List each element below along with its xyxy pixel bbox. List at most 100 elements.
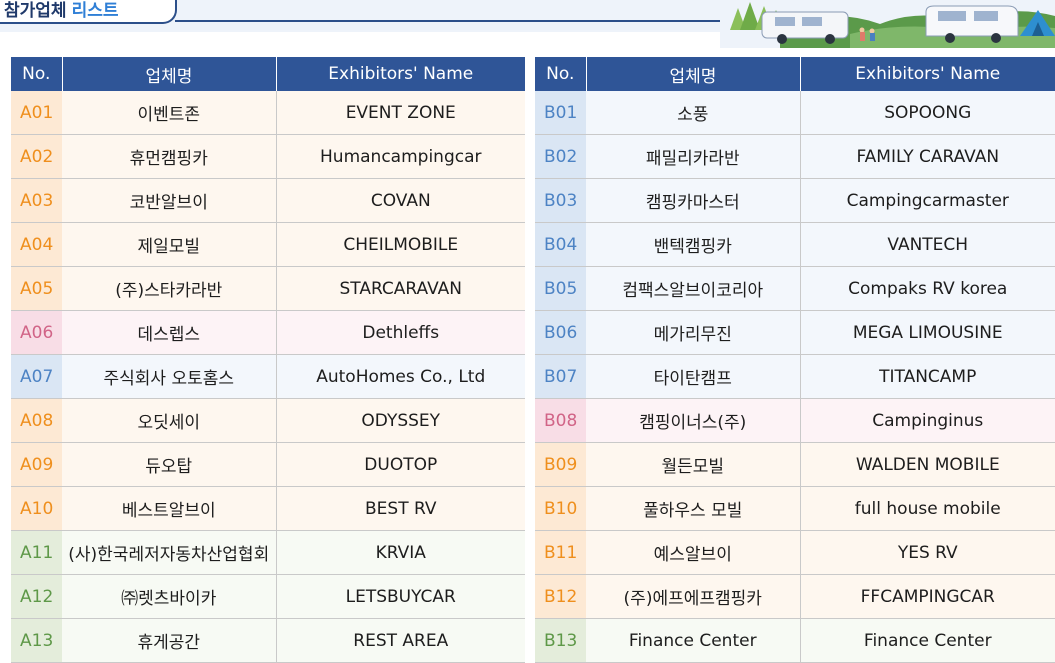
- exhibitor-table-a-body: A01 이벤트존 EVENT ZONE A02 휴먼캠핑카 Humancampingcar…: [11, 91, 525, 663]
- camping-illustration: [720, 0, 1055, 48]
- booth-number: B08: [535, 398, 586, 443]
- table-row: B07 타이탄캠프 TITANCAMP: [535, 354, 1055, 399]
- company-name-kr: 밴텍캠핑카: [586, 222, 801, 267]
- company-name-kr: 예스알브이: [586, 530, 801, 575]
- company-name-kr: 캠핑이너스(주): [586, 398, 801, 443]
- header-kr-name: 업체명: [62, 57, 277, 91]
- booth-number: B07: [535, 354, 586, 399]
- exhibitor-name-en: AutoHomes Co., Ltd: [276, 354, 525, 399]
- booth-number: A09: [11, 442, 62, 487]
- company-name-kr: 풀하우스 모빌: [586, 486, 801, 531]
- booth-number: B01: [535, 91, 586, 135]
- exhibitor-table-b: No. 업체명 Exhibitors' Name B01 소풍 SOPOONG B02…: [535, 57, 1055, 663]
- company-name-kr: 소풍: [586, 91, 801, 135]
- table-header-row: No. 업체명 Exhibitors' Name: [535, 57, 1055, 91]
- booth-number: B13: [535, 618, 586, 663]
- exhibitor-name-en: BEST RV: [276, 486, 525, 531]
- booth-number: A04: [11, 222, 62, 267]
- booth-number: A07: [11, 354, 62, 399]
- exhibitor-name-en: Dethleffs: [276, 310, 525, 355]
- company-name-kr: 데스렙스: [62, 310, 277, 355]
- title-tab: 참가업체 리스트: [0, 0, 177, 24]
- table-row: A05 (주)스타카라반 STARCARAVAN: [11, 266, 525, 311]
- exhibitor-name-en: Compaks RV korea: [800, 266, 1055, 311]
- booth-number: B02: [535, 134, 586, 179]
- company-name-kr: 패밀리카라반: [586, 134, 801, 179]
- booth-number: A11: [11, 530, 62, 575]
- exhibitor-name-en: STARCARAVAN: [276, 266, 525, 311]
- booth-number: A03: [11, 178, 62, 223]
- exhibitor-name-en: FAMILY CARAVAN: [800, 134, 1055, 179]
- exhibitor-name-en: TITANCAMP: [800, 354, 1055, 399]
- page-title: 참가업체 리스트: [4, 0, 118, 22]
- exhibitor-table-a: No. 업체명 Exhibitors' Name A01 이벤트존 EVENT ZO…: [11, 57, 525, 663]
- exhibitor-name-en: LETSBUYCAR: [276, 574, 525, 619]
- exhibitor-name-en: Campinginus: [800, 398, 1055, 443]
- illustration-people: [859, 27, 875, 41]
- company-name-kr: 듀오탑: [62, 442, 277, 487]
- company-name-kr: 타이탄캠프: [586, 354, 801, 399]
- table-row: A02 휴먼캠핑카 Humancampingcar: [11, 134, 525, 179]
- exhibitor-name-en: KRVIA: [276, 530, 525, 575]
- illustration-tent: [1020, 10, 1055, 36]
- table-row: A11 (사)한국레저자동차산업협회 KRVIA: [11, 530, 525, 575]
- company-name-kr: 베스트알브이: [62, 486, 277, 531]
- company-name-kr: (사)한국레저자동차산업협회: [62, 530, 277, 575]
- company-name-kr: (주)에프에프캠핑카: [586, 574, 801, 619]
- exhibitor-name-en: DUOTOP: [276, 442, 525, 487]
- exhibitor-name-en: WALDEN MOBILE: [800, 442, 1055, 487]
- header-kr-name: 업체명: [586, 57, 801, 91]
- booth-number: B05: [535, 266, 586, 311]
- illustration-campervan-left: [761, 11, 849, 44]
- exhibitor-name-en: CHEILMOBILE: [276, 222, 525, 267]
- exhibitor-name-en: EVENT ZONE: [276, 91, 525, 135]
- table-row: B01 소풍 SOPOONG: [535, 91, 1055, 135]
- company-name-kr: 주식회사 오토홈스: [62, 354, 277, 399]
- booth-number: A06: [11, 310, 62, 355]
- table-row: A10 베스트알브이 BEST RV: [11, 486, 525, 531]
- header-en-name: Exhibitors' Name: [800, 57, 1055, 91]
- company-name-kr: 제일모빌: [62, 222, 277, 267]
- exhibitor-name-en: SOPOONG: [800, 91, 1055, 135]
- booth-number: B11: [535, 530, 586, 575]
- table-row: B05 컴팩스알브이코리아 Compaks RV korea: [535, 266, 1055, 311]
- table-row: B03 캠핑카마스터 Campingcarmaster: [535, 178, 1055, 223]
- booth-number: B04: [535, 222, 586, 267]
- page-title-part2: 리스트: [71, 1, 119, 21]
- company-name-kr: 코반알브이: [62, 178, 277, 223]
- company-name-kr: 휴먼캠핑카: [62, 134, 277, 179]
- booth-number: B12: [535, 574, 586, 619]
- booth-number: A10: [11, 486, 62, 531]
- header-no: No.: [535, 57, 587, 91]
- exhibitor-name-en: full house mobile: [800, 486, 1055, 531]
- table-row: A01 이벤트존 EVENT ZONE: [11, 91, 525, 135]
- booth-number: B10: [535, 486, 586, 531]
- exhibitor-name-en: ODYSSEY: [276, 398, 525, 443]
- table-row: B12 (주)에프에프캠핑카 FFCAMPINGCAR: [535, 574, 1055, 619]
- company-name-kr: (주)스타카라반: [62, 266, 277, 311]
- exhibitor-name-en: COVAN: [276, 178, 525, 223]
- company-name-kr: 이벤트존: [62, 91, 277, 135]
- company-name-kr: 월든모빌: [586, 442, 801, 487]
- exhibitor-name-en: FFCAMPINGCAR: [800, 574, 1055, 619]
- table-row: B04 밴텍캠핑카 VANTECH: [535, 222, 1055, 267]
- exhibitor-name-en: MEGA LIMOUSINE: [800, 310, 1055, 355]
- exhibitor-name-en: Humancampingcar: [276, 134, 525, 179]
- booth-number: B09: [535, 442, 586, 487]
- header-divider: [175, 20, 770, 22]
- table-row: B10 풀하우스 모빌 full house mobile: [535, 486, 1055, 531]
- table-header-row: No. 업체명 Exhibitors' Name: [11, 57, 525, 91]
- table-row: A08 오딧세이 ODYSSEY: [11, 398, 525, 443]
- page-title-part1: 참가업체: [4, 1, 67, 21]
- table-row: B08 캠핑이너스(주) Campinginus: [535, 398, 1055, 443]
- company-name-kr: 오딧세이: [62, 398, 277, 443]
- booth-number: B06: [535, 310, 586, 355]
- table-row: B06 메가리무진 MEGA LIMOUSINE: [535, 310, 1055, 355]
- illustration-caravan-right: [925, 5, 1019, 43]
- header-en-name: Exhibitors' Name: [276, 57, 525, 91]
- table-row: B11 예스알브이 YES RV: [535, 530, 1055, 575]
- table-row: A04 제일모빌 CHEILMOBILE: [11, 222, 525, 267]
- table-row: B02 패밀리카라반 FAMILY CARAVAN: [535, 134, 1055, 179]
- company-name-kr: ㈜렛츠바이카: [62, 574, 277, 619]
- exhibitor-name-en: Campingcarmaster: [800, 178, 1055, 223]
